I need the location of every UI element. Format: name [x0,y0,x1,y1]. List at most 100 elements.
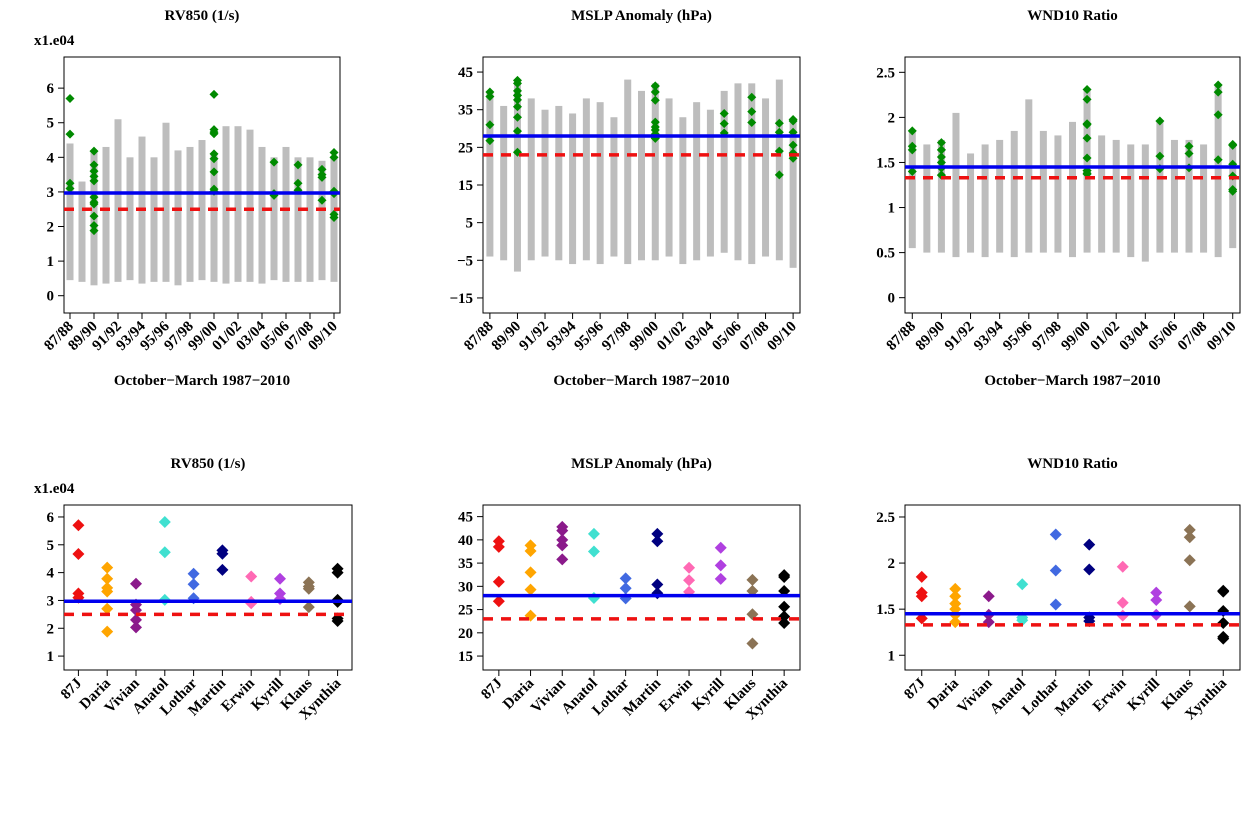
storm-point [1082,84,1092,94]
storm-point [1116,609,1129,622]
y-tick-label: 1 [888,648,896,664]
y-tick-label: 5 [466,216,474,232]
season-cloud [1156,121,1164,253]
y-tick-label: 40 [458,533,473,549]
season-cloud [282,146,290,282]
storm-point [187,567,200,580]
storm-point [1217,632,1230,645]
storm-point [1083,538,1096,551]
storm-point [89,160,99,170]
storm-point [245,597,258,610]
storm-point [1183,600,1196,613]
storm-point [1183,523,1196,536]
storm-point [747,107,757,117]
storm-point [719,108,729,118]
storm-point [485,120,495,130]
storm-point [216,563,229,576]
season-cloud [734,83,742,261]
x-axis-label: October−March 1987−2010 [114,373,290,389]
season-cloud [967,153,975,253]
panel: MSLP Anomaly (hPa)1520253035404587JDaria… [458,456,801,723]
storm-point [907,166,917,176]
season-cloud [1069,121,1076,258]
season-cloud [1214,85,1222,258]
storm-point [512,112,522,122]
storm-point [512,95,522,105]
storm-point [1082,119,1092,129]
storm-point [101,561,114,574]
storm-point [650,87,660,97]
y-tick-label: 25 [458,603,473,619]
storm-point [293,160,303,170]
storm-point [72,547,85,560]
storm-point [1217,585,1230,598]
season-cloud [569,113,577,265]
storm-point [524,566,537,579]
season-cloud [775,79,783,261]
season-cloud [114,119,122,282]
x-tick-label: Kyrill [248,676,286,714]
season-cloud [1025,99,1033,253]
y-tick-label: 35 [458,556,473,572]
y-tick-label: 2 [47,220,55,236]
x-tick-label: 99/00 [1058,319,1093,354]
y-tick-label: 3 [47,185,55,201]
storm-point [774,170,784,180]
storm-point [1082,133,1092,143]
season-cloud [596,102,604,265]
storm-point [1049,598,1062,611]
storm-point [778,600,791,613]
storm-point [1213,155,1223,165]
storm-point [1116,596,1129,609]
storm-point [512,86,522,96]
storm-point [101,602,114,615]
y-tick-label: 0.5 [876,246,895,262]
storm-point [216,547,229,560]
season-cloud [952,112,960,258]
season-cloud [1127,144,1135,258]
storm-point [245,570,258,583]
season-cloud [908,130,916,249]
storm-point [1183,531,1196,544]
storm-point [492,575,505,588]
season-cloud [500,105,508,261]
season-cloud [486,90,494,257]
storm-point [158,515,171,528]
storm-point [130,621,142,634]
x-tick-label: 91/92 [942,319,977,354]
storm-point [89,146,99,156]
storm-point [650,117,660,127]
storm-point [619,582,632,595]
y-tick-label: 15 [458,649,473,665]
storm-point [1228,140,1238,150]
x-tick-label: Martin [1052,675,1096,719]
storm-point [1083,563,1096,576]
storm-point [317,195,327,205]
storm-point [651,527,664,540]
season-cloud [306,157,314,282]
storm-point [587,527,600,540]
storm-point [683,574,696,587]
storm-point [651,587,664,600]
y-tick-label: 20 [458,626,473,642]
storm-point [936,145,946,155]
season-cloud [186,146,194,282]
storm-point [774,118,784,128]
storm-point [1049,528,1062,541]
x-tick-label: 07/08 [737,319,772,354]
season-cloud [1170,139,1178,253]
storm-point [587,591,600,604]
season-cloud [246,129,254,282]
storm-point [1082,94,1092,104]
storm-point [329,213,339,223]
season-cloud [174,150,182,286]
storm-point [747,92,757,102]
storm-point [714,572,727,585]
storm-point [317,164,327,174]
storm-point [317,172,327,182]
storm-point [949,590,962,603]
storm-point [915,590,928,603]
y-tick-label: 5 [47,116,55,132]
axis-multiplier: x1.e04 [34,481,75,497]
